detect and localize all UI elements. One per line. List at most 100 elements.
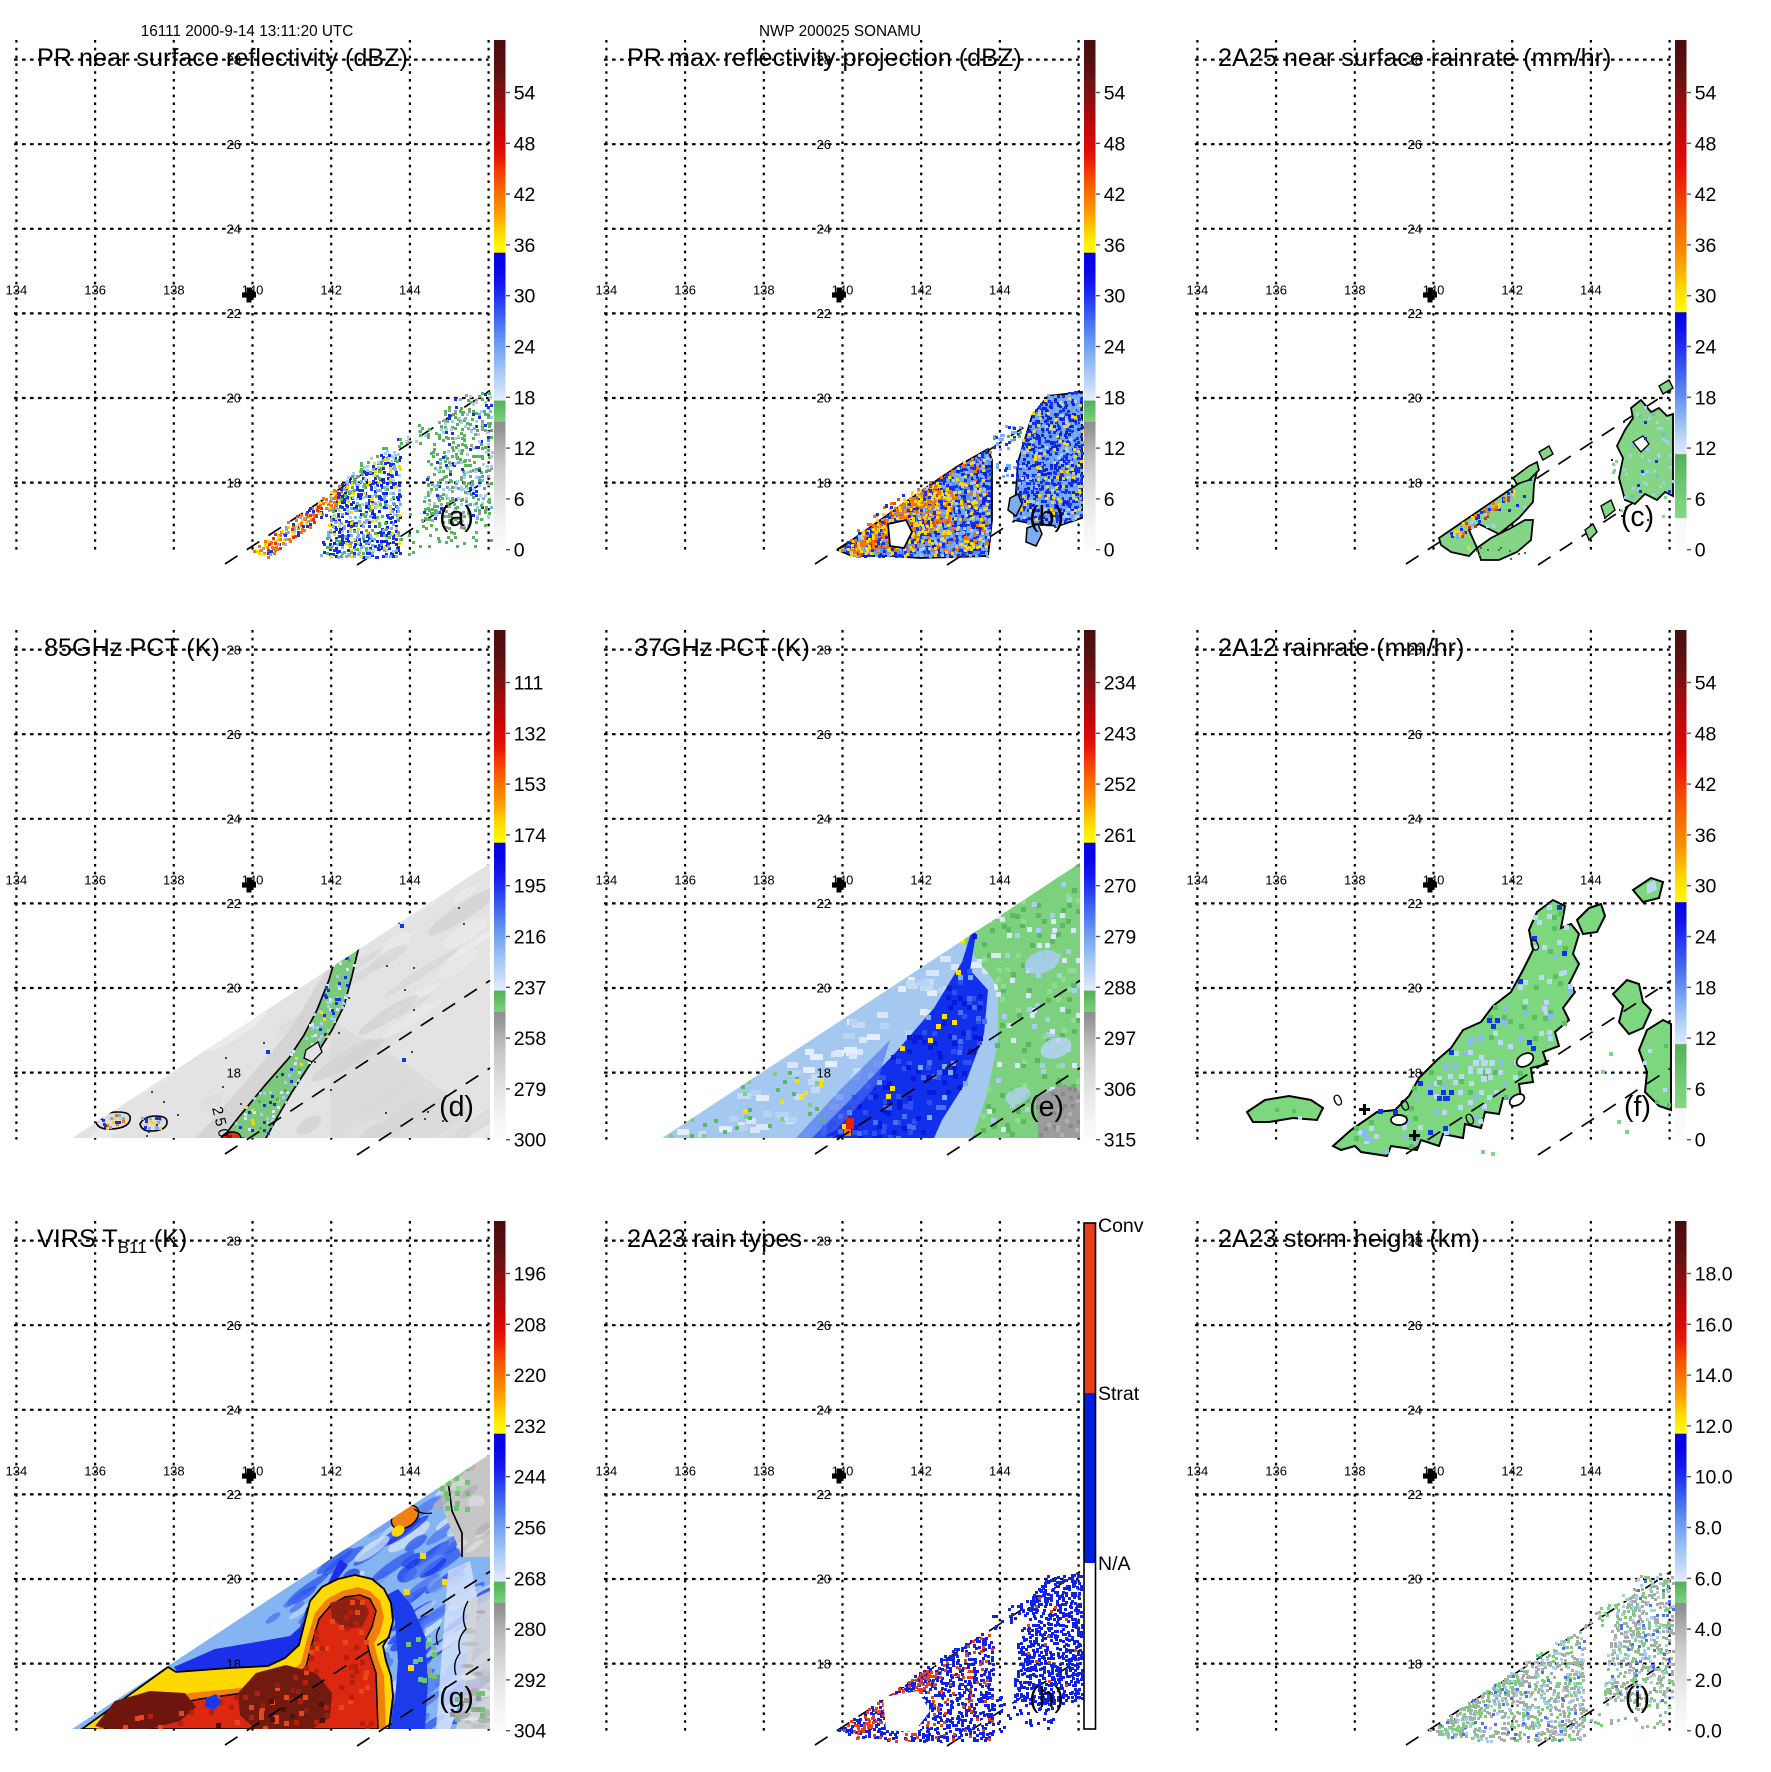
svg-text:18: 18 <box>817 1656 831 1671</box>
svg-text:315: 315 <box>1104 1130 1137 1152</box>
svg-text:(d): (d) <box>439 1091 474 1123</box>
svg-text:30: 30 <box>1695 876 1717 898</box>
svg-text:26: 26 <box>817 1318 831 1333</box>
svg-text:142: 142 <box>320 873 342 888</box>
svg-text:(a): (a) <box>439 501 474 533</box>
svg-text:138: 138 <box>163 1464 185 1479</box>
svg-text:12: 12 <box>514 438 536 460</box>
svg-text:30: 30 <box>1104 286 1126 308</box>
svg-text:28: 28 <box>227 642 241 657</box>
svg-text:279: 279 <box>514 1079 547 1101</box>
svg-text:20: 20 <box>227 981 241 996</box>
svg-text:22: 22 <box>1408 1487 1422 1502</box>
svg-text:24: 24 <box>1408 1403 1422 1418</box>
svg-text:136: 136 <box>84 1464 106 1479</box>
svg-text:22: 22 <box>817 1487 831 1502</box>
svg-text:138: 138 <box>163 283 185 298</box>
svg-text:(b): (b) <box>1029 501 1064 533</box>
svg-text:8.0: 8.0 <box>1695 1518 1722 1540</box>
svg-text:18: 18 <box>1408 1065 1422 1080</box>
svg-text:18: 18 <box>227 475 241 490</box>
svg-text:26: 26 <box>817 727 831 742</box>
svg-text:2A25 near surface rainrate (mm: 2A25 near surface rainrate (mm/hr) <box>1218 44 1611 72</box>
svg-text:270: 270 <box>1104 876 1137 898</box>
svg-text:208: 208 <box>514 1314 547 1336</box>
svg-text:18: 18 <box>514 387 536 409</box>
svg-text:234: 234 <box>1104 673 1137 695</box>
svg-text:0: 0 <box>1695 540 1706 562</box>
svg-text:111: 111 <box>514 673 544 695</box>
svg-text:18: 18 <box>1408 475 1422 490</box>
svg-text:28: 28 <box>1408 1233 1422 1248</box>
svg-text:26: 26 <box>1408 137 1422 152</box>
svg-text:42: 42 <box>514 184 536 206</box>
svg-text:304: 304 <box>514 1721 547 1743</box>
svg-text:22: 22 <box>227 896 241 911</box>
svg-text:36: 36 <box>514 235 536 257</box>
svg-text:6: 6 <box>1695 489 1706 511</box>
svg-text:42: 42 <box>1695 774 1717 796</box>
svg-text:Strat: Strat <box>1098 1383 1140 1405</box>
svg-text:24: 24 <box>817 812 831 827</box>
svg-text:142: 142 <box>320 283 342 298</box>
svg-text:0: 0 <box>1695 1130 1706 1152</box>
svg-text:24: 24 <box>514 337 536 359</box>
svg-text:12: 12 <box>1695 438 1717 460</box>
svg-text:134: 134 <box>6 283 28 298</box>
svg-text:26: 26 <box>227 727 241 742</box>
svg-text:252: 252 <box>1104 774 1137 796</box>
svg-text:24: 24 <box>1408 222 1422 237</box>
svg-text:256: 256 <box>514 1518 547 1540</box>
svg-text:20: 20 <box>227 391 241 406</box>
svg-text:20: 20 <box>227 1572 241 1587</box>
svg-text:22: 22 <box>817 306 831 321</box>
svg-text:136: 136 <box>1265 873 1287 888</box>
svg-text:138: 138 <box>753 1464 775 1479</box>
svg-text:0: 0 <box>514 540 525 562</box>
svg-text:279: 279 <box>1104 927 1137 949</box>
svg-text:36: 36 <box>1104 235 1126 257</box>
svg-text:4.0: 4.0 <box>1695 1619 1722 1641</box>
svg-text:54: 54 <box>1104 83 1126 105</box>
svg-text:54: 54 <box>1695 83 1717 105</box>
svg-text:216: 216 <box>514 927 547 949</box>
svg-text:18: 18 <box>227 1656 241 1671</box>
svg-text:PR near surface reflectivity (: PR near surface reflectivity (dBZ) <box>37 44 408 72</box>
svg-text:22: 22 <box>227 306 241 321</box>
svg-text:18: 18 <box>817 475 831 490</box>
svg-text:2.0: 2.0 <box>1695 1670 1722 1692</box>
svg-text:261: 261 <box>1104 825 1137 847</box>
svg-text:142: 142 <box>1501 283 1523 298</box>
svg-text:136: 136 <box>1265 283 1287 298</box>
svg-text:10.0: 10.0 <box>1695 1467 1733 1489</box>
svg-text:243: 243 <box>1104 723 1137 745</box>
svg-text:142: 142 <box>1501 873 1523 888</box>
svg-text:142: 142 <box>320 1464 342 1479</box>
svg-text:24: 24 <box>227 1403 241 1418</box>
svg-text:37GHz PCT (K): 37GHz PCT (K) <box>634 634 810 662</box>
svg-text:138: 138 <box>753 283 775 298</box>
svg-text:26: 26 <box>227 1318 241 1333</box>
svg-text:VIRS TB11 (K): VIRS TB11 (K) <box>37 1225 187 1257</box>
svg-text:18: 18 <box>1695 387 1717 409</box>
svg-text:42: 42 <box>1695 184 1717 206</box>
svg-text:24: 24 <box>1408 812 1422 827</box>
svg-text:132: 132 <box>514 723 547 745</box>
svg-text:24: 24 <box>817 222 831 237</box>
svg-text:288: 288 <box>1104 977 1137 999</box>
svg-text:292: 292 <box>514 1670 547 1692</box>
svg-text:(e): (e) <box>1029 1091 1064 1123</box>
svg-text:144: 144 <box>399 873 421 888</box>
svg-text:85GHz PCT (K): 85GHz PCT (K) <box>44 634 220 662</box>
svg-text:54: 54 <box>1695 673 1717 695</box>
svg-text:PR max reflectivity projection: PR max reflectivity projection (dBZ) <box>627 44 1022 72</box>
svg-text:306: 306 <box>1104 1079 1137 1101</box>
svg-text:0: 0 <box>1104 540 1115 562</box>
svg-text:0: 0 <box>1331 1091 1346 1110</box>
svg-text:54: 54 <box>514 83 536 105</box>
svg-text:138: 138 <box>1344 873 1366 888</box>
svg-text:12: 12 <box>1104 438 1126 460</box>
svg-text:138: 138 <box>753 873 775 888</box>
svg-text:48: 48 <box>1695 723 1717 745</box>
svg-text:28: 28 <box>817 642 831 657</box>
